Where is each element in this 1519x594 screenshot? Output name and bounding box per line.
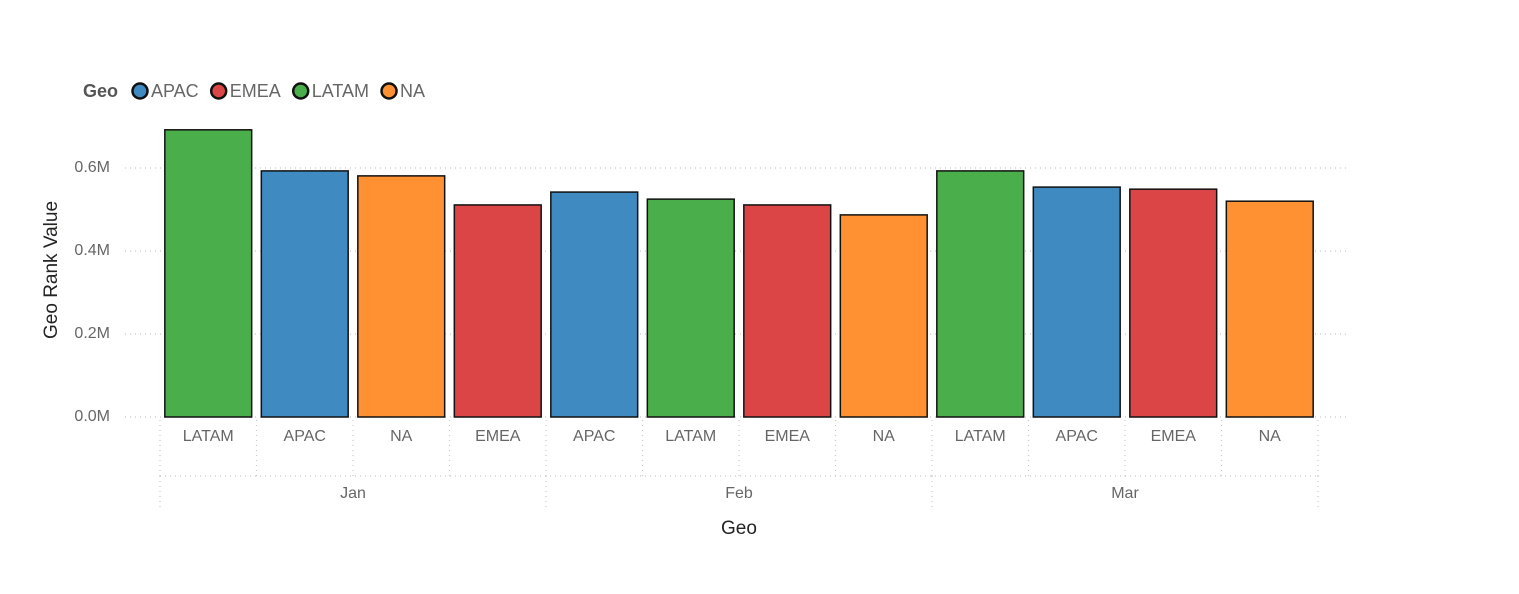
x-tick-label: APAC: [573, 428, 615, 445]
x-tick-label: LATAM: [955, 428, 1006, 445]
legend-marker: [209, 82, 228, 100]
x-group-label: Jan: [340, 485, 366, 502]
bar: [164, 129, 253, 418]
bar: [1032, 186, 1121, 418]
legend-title: Geo: [83, 81, 118, 101]
legend-label: LATAM: [312, 81, 369, 101]
y-tick-label: 0.2M: [74, 325, 110, 342]
legend-label: NA: [400, 81, 425, 101]
bar: [1129, 188, 1218, 418]
x-tick-label: APAC: [284, 428, 326, 445]
legend-marker: [380, 82, 398, 100]
x-group-label: Feb: [725, 485, 753, 502]
x-tick-label: EMEA: [1151, 428, 1197, 445]
legend-label: EMEA: [230, 81, 281, 101]
bar: [260, 170, 349, 418]
bar: [646, 198, 735, 418]
x-tick-label: EMEA: [475, 428, 521, 445]
bar: [839, 214, 928, 418]
x-tick-label: NA: [873, 428, 896, 445]
legend-marker: [291, 82, 310, 100]
x-tick-label: LATAM: [665, 428, 716, 445]
y-axis-title: Geo Rank Value: [41, 201, 62, 339]
x-tick-label: LATAM: [183, 428, 234, 445]
bar: [936, 170, 1025, 418]
bar: [743, 204, 832, 418]
bar: [1225, 200, 1314, 418]
legend-marker: [131, 82, 149, 100]
x-axis-title: Geo: [721, 518, 757, 539]
legend-label: APAC: [151, 81, 199, 101]
x-tick-label: NA: [390, 428, 413, 445]
bar: [550, 191, 639, 418]
y-tick-label: 0.6M: [74, 159, 110, 176]
x-tick-label: NA: [1259, 428, 1282, 445]
y-tick-label: 0.4M: [74, 242, 110, 259]
x-tick-label: EMEA: [765, 428, 811, 445]
y-tick-label: 0.0M: [74, 408, 110, 425]
x-group-label: Mar: [1111, 485, 1139, 502]
x-tick-label: APAC: [1056, 428, 1098, 445]
bar: [357, 175, 446, 418]
bar: [453, 204, 542, 418]
